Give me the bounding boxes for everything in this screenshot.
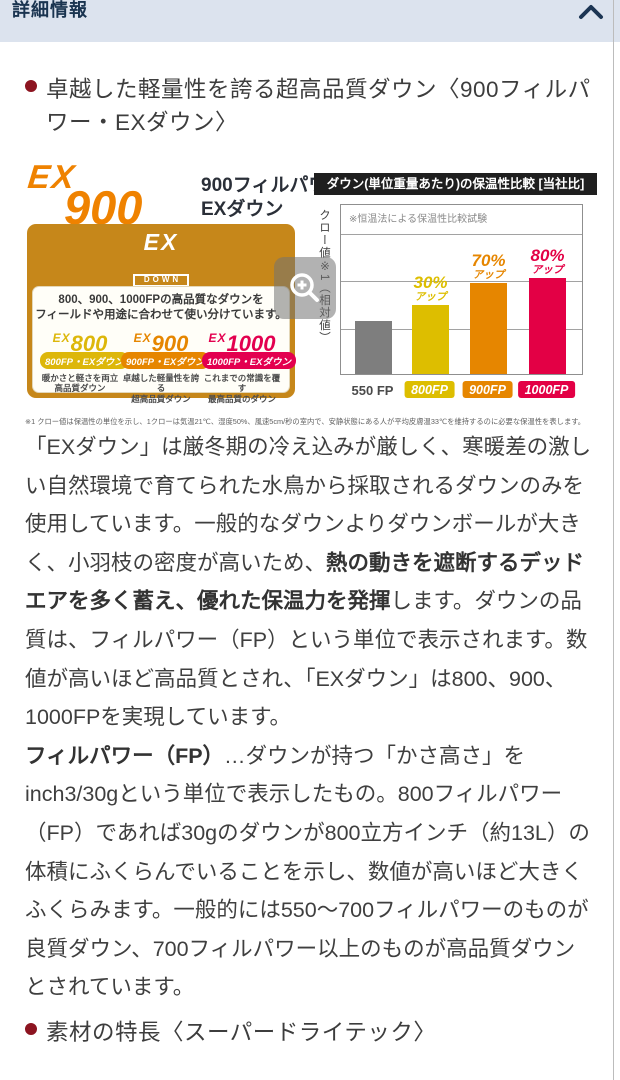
variant-desc: 暖かさと軽さを両立 高品質ダウン [41,372,119,394]
chart-x-labels: 550 FP 800FP 900FP 1000FP [340,380,583,402]
section-title: 卓越した軽量性を誇る超高品質ダウン〈900フィルパワー・EXダウン〉 [46,77,591,135]
x-label-900FP: 900FP [462,381,513,398]
variant-badge: 1000FP・EXダウン [202,352,296,369]
product-infographic[interactable]: EX 900 900フィルパワー EXダウン EX DOWN 優れた保温性を発揮… [25,158,597,404]
section-heading-down: 卓越した軽量性を誇る超高品質ダウン〈900フィルパワー・EXダウン〉 [25,73,595,139]
ex900-logo: EX 900 [26,158,143,235]
panel-text: 800、900、1000FPの高品質なダウンを フィールドや用途に合わせて使い分… [35,294,287,321]
ex-variant-list: EX800 800FP・EXダウン 暖かさと軽さを両立 高品質ダウン EX900 … [33,323,296,404]
ex-variant-800: EX800 800FP・EXダウン 暖かさと軽さを両立 高品質ダウン [40,326,129,404]
logo-caption: 900フィルパワー EXダウン [201,175,347,220]
x-label-1000FP: 1000FP [517,381,576,398]
ex-logo-number: 900 [64,181,143,235]
bar-annotation: 70% アップ [471,251,506,281]
variant-badge: 900FP・EXダウン [121,352,210,369]
x-label-800FP: 800FP [404,381,455,398]
ex-variants-panel: 800、900、1000FPの高品質なダウンを フィールドや用途に合わせて使い分… [32,286,296,404]
variant-badge: 800FP・EXダウン [40,352,129,369]
x-label-550FP: 550 FP [351,383,394,398]
gridline [341,281,582,282]
ex-logo-text: EX [26,158,79,195]
chart-footnote: ※1 クロー値は保温性の単位を示し、1クローは気温21℃、湿度50%、風速5cm… [25,417,586,426]
paragraph-ex-down: 「EXダウン」は厳冬期の冷え込みが厳しく、寒暖差の激しい自然環境で育てられた水鳥… [25,435,592,730]
chart-bar-550FP [355,321,392,374]
detail-info-title: 詳細情報 [12,0,88,20]
chart-plot: ※恒温法による保温性比較試験 30% アップ 70% アップ 80% アップ [340,204,583,375]
gridline [341,329,582,330]
bullet-icon [25,1022,37,1035]
chart-bar-900FP [470,283,507,374]
chart-bar-1000FP [529,278,566,374]
ex-down-panel: EX DOWN 優れた保温性を発揮する「EXダウン」 800、900、1000F… [27,224,296,404]
variant-desc: 卓越した軽量性を誇る 超高品質ダウン [122,372,200,404]
gridline [341,234,582,235]
scrollbar-track[interactable] [613,0,614,1080]
section-title: 素材の特長〈スーパードライテック〉 [46,1019,437,1045]
ex-variant-900: EX900 900FP・EXダウン 卓越した軽量性を誇る 超高品質ダウン [121,326,210,404]
ex-variant-1000: EX1000 1000FP・EXダウン これまでの常識を覆す 最高品質のダウン [202,326,296,404]
detail-info-header[interactable]: 詳細情報 [0,0,620,42]
zoom-in-icon[interactable] [274,257,336,319]
variant-desc: これまでの常識を覆す 最高品質のダウン [203,372,281,404]
bar-annotation: 80% アップ [530,246,565,276]
section-heading-material: 素材の特長〈スーパードライテック〉 [25,1016,595,1049]
detail-content: 卓越した軽量性を誇る超高品質ダウン〈900フィルパワー・EXダウン〉 EX 90… [0,73,620,1049]
bar-annotation: 30% アップ [413,273,448,303]
chart-title: ダウン(単位重量あたり)の保温性比較 [当社比] [314,173,597,195]
ex-down-logo: EX DOWN [27,224,295,287]
paragraph-fill-power: フィルパワー（FP）…ダウンが持つ「かさ高さ」をinch3/30gという単位で表… [25,743,590,1000]
bullet-icon [25,80,37,92]
chart-bar-800FP [412,305,449,374]
chart-note: ※恒温法による保温性比較試験 [349,214,488,225]
chevron-up-icon[interactable] [578,4,604,25]
